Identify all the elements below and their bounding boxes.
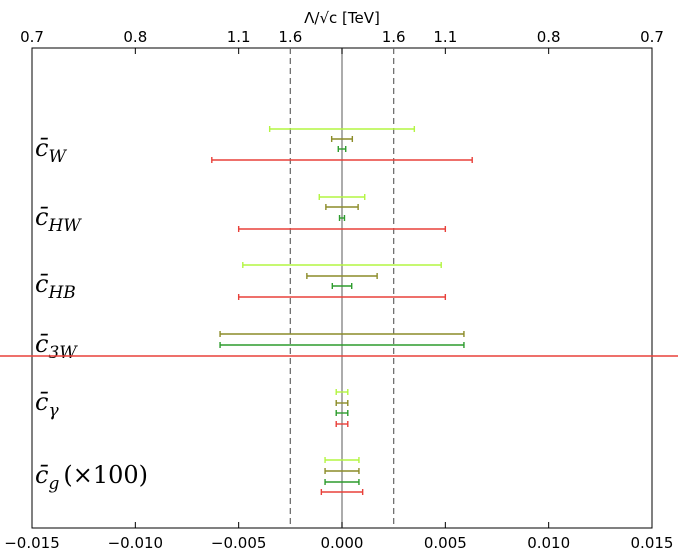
top-tick-label-7: 0.7 [640,28,664,46]
bottom-tick-label-1: −0.010 [108,534,164,552]
bottom-tick-label-3: 0.000 [321,534,364,552]
param-label-4: c̄γ [35,388,59,421]
top-tick-label-2: 1.1 [227,28,251,46]
top-tick-label-1: 0.8 [123,28,147,46]
top-tick-label-0: 0.7 [20,28,44,46]
param-label-3: c̄3W [35,330,78,363]
bottom-tick-label-4: 0.005 [424,534,467,552]
param-label-0: c̄W [35,134,67,167]
bottom-tick-label-5: 0.010 [527,534,570,552]
bottom-tick-label-2: −0.005 [211,534,267,552]
bottom-tick-label-6: 0.015 [631,534,674,552]
top-tick-label-4: 1.6 [382,28,406,46]
top-tick-label-3: 1.6 [278,28,302,46]
param-label-2: c̄HB [35,270,76,303]
bottom-tick-label-0: −0.015 [4,534,60,552]
top-tick-label-6: 0.8 [537,28,561,46]
top-axis-title: Λ/√c [TeV] [304,9,380,27]
top-tick-label-5: 1.1 [433,28,457,46]
param-label-5: c̄g (×100) [35,461,148,494]
param-label-1: c̄HW [35,203,82,236]
